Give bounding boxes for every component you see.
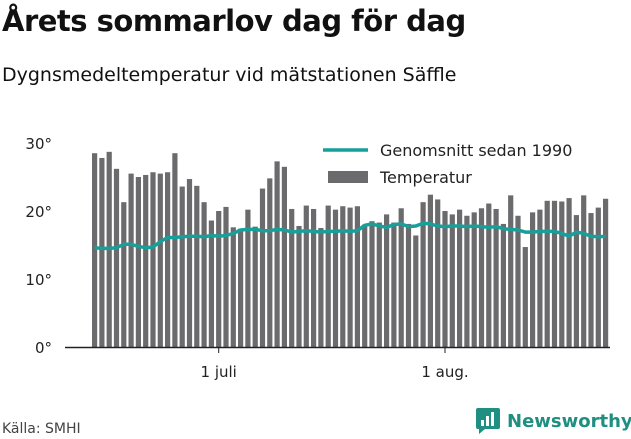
temperature-bar xyxy=(369,221,375,347)
temperature-bar xyxy=(311,208,317,347)
temperature-bar xyxy=(99,157,105,347)
newsworthy-logo[interactable]: Newsworthy xyxy=(475,406,631,436)
temperature-bar xyxy=(245,209,251,347)
temperature-bar xyxy=(216,211,222,347)
temperature-bar xyxy=(267,178,273,347)
temperature-bar xyxy=(530,212,536,347)
temperature-bars xyxy=(92,151,609,347)
y-tick-label: 20° xyxy=(25,203,52,221)
temperature-bar xyxy=(252,226,258,347)
y-tick-label: 0° xyxy=(35,339,52,357)
temperature-bar xyxy=(128,173,134,347)
temperature-bar xyxy=(143,174,149,347)
temperature-bar xyxy=(384,214,390,347)
y-tick-label: 10° xyxy=(25,271,52,289)
temperature-bar xyxy=(201,202,207,347)
temperature-bar xyxy=(274,161,280,347)
temperature-bar xyxy=(194,185,200,347)
temperature-chart: 0° 10° 20° 30° 1 juli 1 aug. Genomsnitt seda… xyxy=(25,135,610,381)
temperature-bar xyxy=(157,173,163,347)
temperature-bar xyxy=(113,168,120,347)
temperature-bar xyxy=(566,198,572,347)
temperature-bar xyxy=(588,213,594,347)
source-note: Källa: SMHI xyxy=(2,421,81,437)
x-axis-ticks: 1 juli 1 aug. xyxy=(201,347,469,381)
temperature-bar xyxy=(172,153,178,347)
temperature-bar xyxy=(449,214,455,347)
temperature-bar xyxy=(515,215,521,347)
temperature-bar xyxy=(391,222,397,347)
temperature-bar xyxy=(478,208,485,347)
temperature-bar xyxy=(354,206,360,347)
temperature-bar xyxy=(486,203,492,347)
temperature-bar xyxy=(457,209,463,347)
temperature-bar xyxy=(544,200,550,347)
temperature-bar xyxy=(332,209,339,347)
x-tick-label: 1 juli xyxy=(201,363,237,381)
legend: Genomsnitt sedan 1990 Temperatur xyxy=(323,141,572,187)
temperature-bar xyxy=(165,172,171,347)
temperature-bar xyxy=(230,227,236,347)
temperature-bar xyxy=(559,201,565,347)
temperature-bar xyxy=(289,208,295,347)
temperature-bar xyxy=(259,188,266,347)
temperature-bar xyxy=(179,186,185,347)
temperature-bar xyxy=(92,153,98,347)
temperature-bar xyxy=(223,206,229,347)
temperature-bar xyxy=(464,215,470,347)
temperature-bar xyxy=(150,172,156,347)
legend-label-average: Genomsnitt sedan 1990 xyxy=(380,141,572,160)
y-axis-ticks: 0° 10° 20° 30° xyxy=(25,135,52,357)
chart-title: Årets sommarlov dag för dag xyxy=(2,4,466,38)
temperature-bar xyxy=(471,212,477,347)
temperature-bar xyxy=(435,199,441,347)
temperature-bar xyxy=(281,166,287,347)
temperature-bar xyxy=(362,224,368,347)
x-tick-label: 1 aug. xyxy=(421,363,468,381)
temperature-bar xyxy=(121,202,127,347)
temperature-bar xyxy=(493,208,499,347)
y-tick-label: 30° xyxy=(25,135,52,153)
temperature-bar xyxy=(376,222,382,347)
temperature-bar xyxy=(186,179,193,347)
temperature-bar xyxy=(325,205,331,347)
legend-label-temperature: Temperatur xyxy=(379,168,472,187)
temperature-bar xyxy=(500,223,506,347)
temperature-bar xyxy=(595,207,601,347)
temperature-bar xyxy=(573,215,579,347)
temperature-bar xyxy=(442,211,448,347)
temperature-bar xyxy=(427,194,433,347)
average-line xyxy=(94,221,606,251)
temperature-bar xyxy=(537,209,543,347)
temperature-bar xyxy=(508,195,514,347)
temperature-bar xyxy=(413,235,419,347)
brand-name: Newsworthy xyxy=(507,410,631,432)
temperature-bar xyxy=(238,228,244,347)
temperature-bar xyxy=(522,247,528,347)
temperature-bar xyxy=(581,195,587,347)
legend-bar-swatch xyxy=(328,171,368,183)
temperature-bar xyxy=(551,200,558,347)
temperature-bar xyxy=(603,198,609,347)
temperature-bar xyxy=(398,208,404,347)
chart-subtitle: Dygnsmedeltemperatur vid mätstationen Sä… xyxy=(2,64,457,86)
temperature-bar xyxy=(420,202,426,347)
temperature-bar xyxy=(405,223,412,347)
temperature-bar xyxy=(135,177,141,347)
temperature-bar xyxy=(347,207,353,347)
temperature-bar xyxy=(208,220,214,347)
temperature-bar xyxy=(340,206,346,347)
chat-bar-chart-icon xyxy=(476,408,500,434)
temperature-bar xyxy=(296,225,302,347)
temperature-bar xyxy=(303,205,309,347)
temperature-bar xyxy=(318,228,324,347)
